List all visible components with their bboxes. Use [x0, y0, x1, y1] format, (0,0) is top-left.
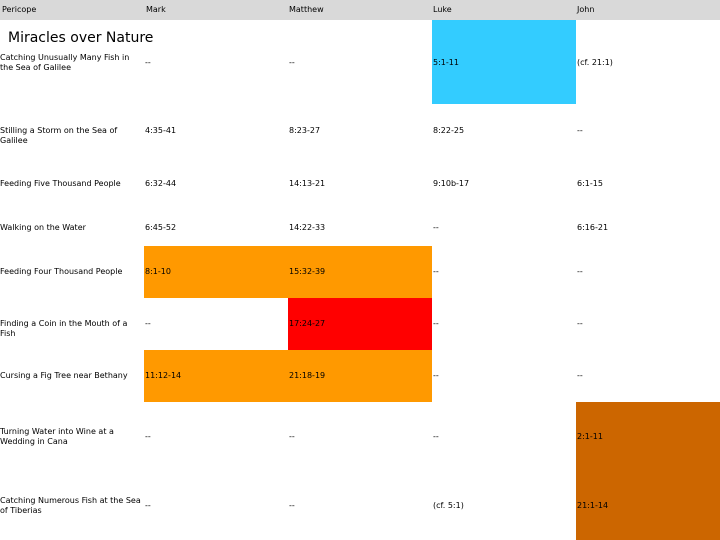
row-4-john: 6:16-21 — [577, 223, 609, 232]
row-5-matthew: 15:32-39 — [289, 267, 326, 276]
row-3-mark: 6:32-44 — [145, 179, 177, 188]
row-2-mark: 4:35-41 — [145, 126, 177, 135]
section-title: Miracles over Nature — [8, 30, 154, 46]
row-6-mark: -- — [145, 319, 151, 328]
header-luke: Luke — [433, 5, 452, 14]
header-matthew: Matthew — [289, 5, 324, 14]
row-9-luke: (cf. 5:1) — [433, 501, 464, 510]
row-4-luke: -- — [433, 223, 439, 232]
row-9-matthew: -- — [289, 501, 295, 510]
row-5-john: -- — [577, 267, 583, 276]
row-5-mark: 8:1-10 — [145, 267, 171, 276]
row-4-pericope: Walking on the Water — [0, 223, 86, 232]
row-7-luke: -- — [433, 371, 439, 380]
row-5-luke: -- — [433, 267, 439, 276]
row-9-pericope: Catching Numerous Fish at the Sea of Tib… — [0, 496, 141, 515]
row-7-john: -- — [577, 371, 583, 380]
row-1-luke: 5:1-11 — [433, 58, 459, 67]
row-8-luke: -- — [433, 432, 439, 441]
row-2-luke: 8:22-25 — [433, 126, 465, 135]
row-5-pericope: Feeding Four Thousand People — [0, 267, 123, 276]
row-4-matthew: 14:22-33 — [289, 223, 326, 232]
header-row — [0, 0, 720, 20]
row-8-pericope: Turning Water into Wine at a Wedding in … — [0, 427, 114, 446]
row-6-john: -- — [577, 319, 583, 328]
header-pericope: Pericope — [2, 5, 37, 14]
highlight-mark-matthew-row5 — [144, 246, 432, 298]
row-6-luke: -- — [433, 319, 439, 328]
row-3-matthew: 14:13-21 — [289, 179, 326, 188]
row-1-pericope: Catching Unusually Many Fish in the Sea … — [0, 53, 130, 72]
header-john: John — [577, 5, 595, 14]
row-7-matthew: 21:18-19 — [289, 371, 326, 380]
highlight-mark-matthew-row7 — [144, 350, 432, 402]
row-1-john: (cf. 21:1) — [577, 58, 613, 67]
row-2-matthew: 8:23-27 — [289, 126, 321, 135]
row-3-pericope: Feeding Five Thousand People — [0, 179, 121, 188]
row-2-pericope: Stilling a Storm on the Sea of Galilee — [0, 126, 118, 145]
header-mark: Mark — [146, 5, 166, 14]
row-2-john: -- — [577, 126, 583, 135]
row-1-mark: -- — [145, 58, 151, 67]
row-9-mark: -- — [145, 501, 151, 510]
row-8-mark: -- — [145, 432, 151, 441]
row-9-john: 21:1-14 — [577, 501, 609, 510]
highlight-luke-row1 — [432, 20, 576, 104]
row-6-matthew: 17:24-27 — [289, 319, 326, 328]
row-3-john: 6:1-15 — [577, 179, 603, 188]
row-6-pericope: Finding a Coin in the Mouth of a Fish — [0, 319, 128, 338]
row-4-mark: 6:45-52 — [145, 223, 177, 232]
row-1-matthew: -- — [289, 58, 295, 67]
highlight-matthew-row6 — [288, 298, 432, 350]
row-7-mark: 11:12-14 — [145, 371, 182, 380]
row-8-matthew: -- — [289, 432, 295, 441]
highlight-john-rows8-9 — [576, 402, 720, 540]
row-3-luke: 9:10b-17 — [433, 179, 470, 188]
row-8-john: 2:1-11 — [577, 432, 603, 441]
row-7-pericope: Cursing a Fig Tree near Bethany — [0, 371, 128, 380]
